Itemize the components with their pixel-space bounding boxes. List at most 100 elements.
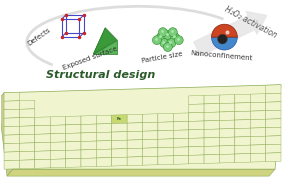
- Polygon shape: [250, 102, 266, 111]
- Polygon shape: [65, 116, 81, 125]
- Polygon shape: [19, 100, 35, 109]
- Polygon shape: [235, 94, 250, 103]
- Polygon shape: [235, 128, 250, 137]
- Polygon shape: [4, 85, 281, 169]
- Polygon shape: [219, 146, 235, 154]
- Polygon shape: [204, 104, 219, 112]
- Polygon shape: [143, 139, 158, 148]
- Polygon shape: [204, 112, 219, 121]
- Polygon shape: [81, 141, 96, 150]
- Circle shape: [158, 28, 167, 37]
- Polygon shape: [235, 145, 250, 154]
- Polygon shape: [0, 93, 13, 176]
- Polygon shape: [50, 159, 65, 168]
- Polygon shape: [173, 155, 189, 164]
- Polygon shape: [189, 138, 204, 147]
- Polygon shape: [50, 142, 65, 151]
- Text: Defects: Defects: [26, 27, 52, 47]
- Polygon shape: [173, 138, 189, 147]
- Polygon shape: [173, 130, 189, 139]
- Polygon shape: [266, 144, 281, 153]
- Polygon shape: [35, 142, 50, 151]
- Polygon shape: [96, 115, 112, 124]
- Circle shape: [152, 36, 162, 45]
- Polygon shape: [35, 159, 50, 168]
- Polygon shape: [266, 136, 281, 145]
- Polygon shape: [204, 95, 219, 104]
- Polygon shape: [204, 129, 219, 138]
- Polygon shape: [189, 121, 204, 130]
- Wedge shape: [212, 37, 237, 50]
- Polygon shape: [4, 92, 19, 101]
- Polygon shape: [173, 121, 189, 130]
- Polygon shape: [127, 131, 143, 140]
- Polygon shape: [81, 124, 96, 133]
- Polygon shape: [158, 147, 173, 156]
- Polygon shape: [19, 117, 35, 126]
- Polygon shape: [65, 133, 81, 142]
- Polygon shape: [93, 28, 105, 54]
- Polygon shape: [4, 152, 19, 161]
- Text: Nanoconfinement: Nanoconfinement: [190, 50, 253, 62]
- Polygon shape: [4, 101, 19, 110]
- Polygon shape: [112, 140, 127, 149]
- Polygon shape: [81, 158, 96, 167]
- Polygon shape: [96, 149, 112, 158]
- Polygon shape: [35, 117, 50, 126]
- Polygon shape: [219, 137, 235, 146]
- Polygon shape: [158, 139, 173, 148]
- Polygon shape: [204, 154, 219, 163]
- Polygon shape: [127, 148, 143, 157]
- Polygon shape: [219, 94, 235, 104]
- Polygon shape: [19, 160, 35, 169]
- Polygon shape: [19, 134, 35, 143]
- Polygon shape: [127, 140, 143, 149]
- FancyArrowPatch shape: [194, 12, 267, 56]
- Polygon shape: [266, 102, 281, 111]
- Polygon shape: [158, 130, 173, 139]
- Polygon shape: [65, 141, 81, 150]
- Polygon shape: [219, 129, 235, 137]
- Circle shape: [218, 34, 227, 44]
- Circle shape: [163, 31, 172, 40]
- Polygon shape: [158, 122, 173, 131]
- Polygon shape: [35, 125, 50, 134]
- Polygon shape: [35, 134, 50, 143]
- Polygon shape: [7, 169, 275, 176]
- Polygon shape: [19, 126, 35, 135]
- Polygon shape: [127, 123, 143, 132]
- Polygon shape: [50, 133, 65, 142]
- Polygon shape: [266, 110, 281, 119]
- Polygon shape: [235, 111, 250, 120]
- Circle shape: [170, 33, 179, 42]
- Polygon shape: [173, 113, 189, 122]
- Polygon shape: [189, 155, 204, 164]
- Circle shape: [157, 33, 165, 42]
- Polygon shape: [81, 132, 96, 141]
- Polygon shape: [143, 131, 158, 140]
- Polygon shape: [250, 111, 266, 120]
- Circle shape: [174, 36, 183, 45]
- Polygon shape: [50, 125, 65, 134]
- Polygon shape: [250, 94, 266, 103]
- Circle shape: [167, 39, 176, 48]
- Polygon shape: [19, 143, 35, 152]
- Polygon shape: [235, 103, 250, 112]
- Text: Structural design: Structural design: [46, 70, 155, 80]
- Polygon shape: [96, 124, 112, 132]
- Polygon shape: [250, 153, 266, 162]
- Polygon shape: [266, 127, 281, 136]
- Polygon shape: [112, 157, 127, 166]
- Polygon shape: [235, 154, 250, 163]
- Polygon shape: [219, 120, 235, 129]
- Polygon shape: [4, 109, 19, 118]
- Polygon shape: [65, 158, 81, 167]
- Polygon shape: [219, 154, 235, 163]
- Text: Particle size: Particle size: [141, 50, 183, 64]
- Polygon shape: [250, 145, 266, 154]
- Polygon shape: [189, 129, 204, 138]
- Polygon shape: [250, 128, 266, 137]
- Polygon shape: [112, 149, 127, 158]
- Polygon shape: [204, 146, 219, 155]
- Polygon shape: [219, 103, 235, 112]
